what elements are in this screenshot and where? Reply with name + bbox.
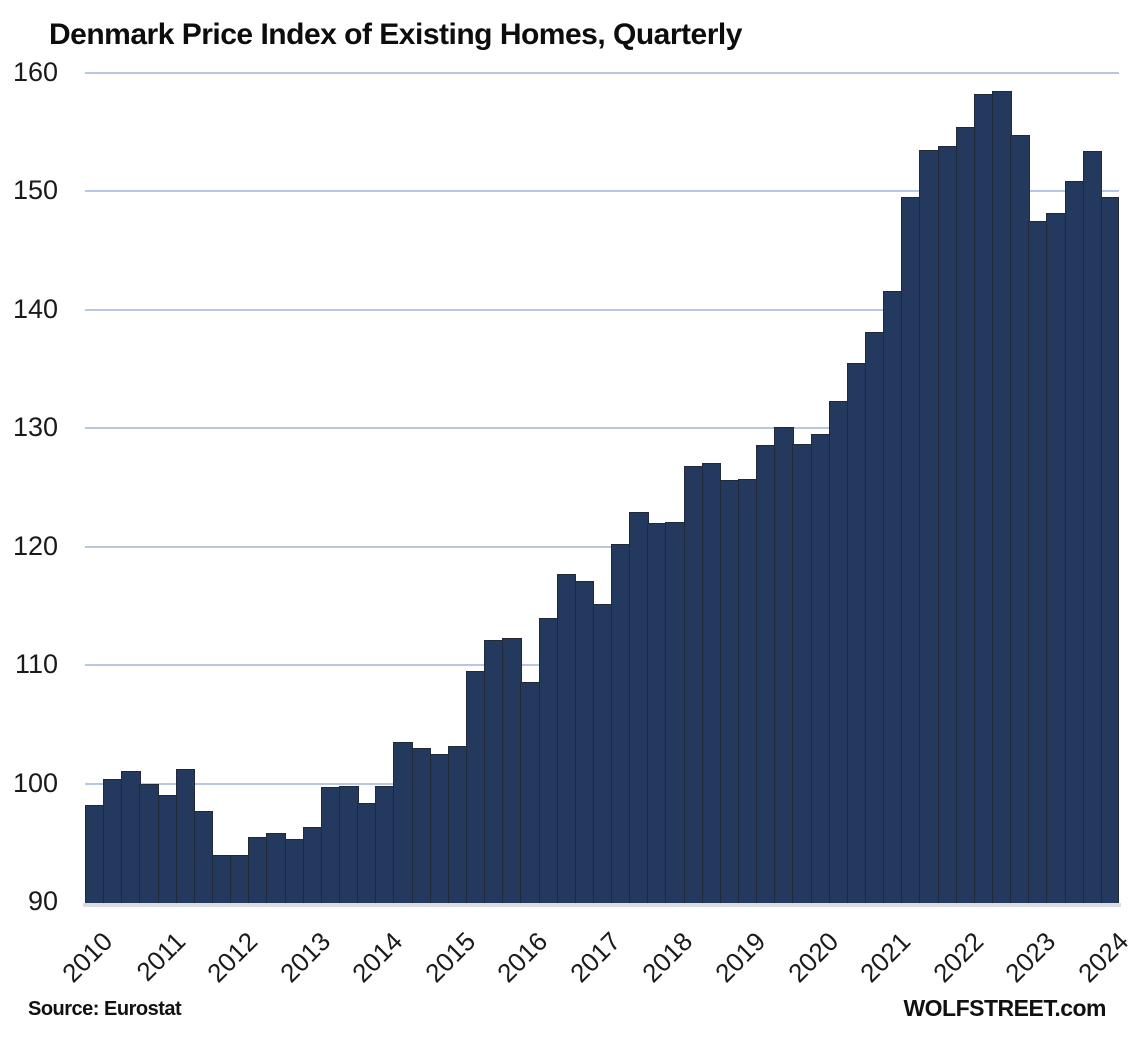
bar bbox=[230, 854, 250, 904]
bar bbox=[701, 462, 722, 904]
gridline bbox=[85, 308, 1119, 311]
y-axis-tick-label: 120 bbox=[12, 530, 58, 561]
wolfstreet-watermark: WOLFSTREET.com bbox=[903, 995, 1106, 1021]
y-axis-tick-label: 90 bbox=[27, 886, 58, 916]
x-axis-baseline bbox=[83, 903, 1121, 907]
bar bbox=[266, 833, 287, 904]
bar bbox=[103, 778, 123, 904]
bar bbox=[1082, 151, 1103, 904]
bar bbox=[955, 127, 976, 904]
bar bbox=[592, 603, 613, 904]
bar bbox=[520, 681, 540, 904]
bar bbox=[302, 827, 323, 904]
bar bbox=[611, 544, 631, 904]
bar bbox=[629, 512, 649, 904]
gridline bbox=[85, 545, 1119, 548]
bar bbox=[665, 521, 686, 904]
bar bbox=[1046, 212, 1067, 904]
bar bbox=[357, 802, 377, 904]
bar bbox=[393, 742, 413, 904]
y-axis-tick-label: 130 bbox=[12, 412, 58, 443]
bar bbox=[502, 637, 522, 904]
bar bbox=[375, 785, 395, 904]
bar bbox=[792, 443, 813, 904]
bar bbox=[556, 573, 577, 904]
bar bbox=[774, 427, 794, 904]
bar bbox=[211, 854, 232, 904]
gridline bbox=[85, 72, 1119, 74]
bar bbox=[647, 523, 667, 904]
bar bbox=[1064, 180, 1085, 904]
bar bbox=[429, 753, 450, 904]
y-axis-tick-label: 140 bbox=[12, 293, 58, 324]
y-axis-tick-label: 110 bbox=[14, 649, 58, 680]
bar bbox=[157, 795, 178, 904]
bar bbox=[85, 804, 105, 904]
bar bbox=[828, 401, 849, 904]
bar bbox=[683, 466, 704, 904]
bar bbox=[992, 90, 1012, 904]
gridline bbox=[85, 427, 1119, 430]
bar bbox=[1010, 134, 1030, 904]
bar bbox=[248, 836, 268, 904]
bar bbox=[1100, 197, 1119, 904]
bar bbox=[447, 745, 468, 904]
bar bbox=[411, 748, 432, 904]
bar bbox=[193, 810, 214, 904]
bar bbox=[139, 783, 160, 904]
bar bbox=[810, 434, 831, 904]
bar bbox=[756, 444, 776, 904]
bar bbox=[538, 617, 559, 904]
y-axis-tick-label: 150 bbox=[12, 175, 58, 206]
bar bbox=[1028, 221, 1048, 904]
y-axis-tick-label: 100 bbox=[12, 767, 58, 798]
bar bbox=[484, 640, 504, 904]
bar bbox=[338, 785, 359, 904]
bar bbox=[865, 332, 885, 904]
source-label: Source: Eurostat bbox=[28, 998, 182, 1020]
bar bbox=[973, 94, 994, 904]
bar bbox=[574, 581, 595, 904]
gridline bbox=[85, 190, 1119, 193]
bar bbox=[121, 770, 141, 904]
bar bbox=[846, 363, 867, 904]
bar bbox=[883, 290, 903, 904]
page-title: Denmark Price Index of Existing Homes, Q… bbox=[49, 18, 742, 51]
bar bbox=[175, 769, 196, 904]
bar bbox=[919, 149, 940, 904]
bar bbox=[284, 839, 305, 904]
bar bbox=[937, 146, 958, 904]
y-axis-tick-label: 160 bbox=[12, 57, 58, 87]
bar bbox=[320, 787, 341, 904]
bar bbox=[738, 479, 758, 904]
bar bbox=[465, 671, 486, 904]
bar bbox=[901, 197, 921, 904]
bar bbox=[719, 480, 740, 904]
